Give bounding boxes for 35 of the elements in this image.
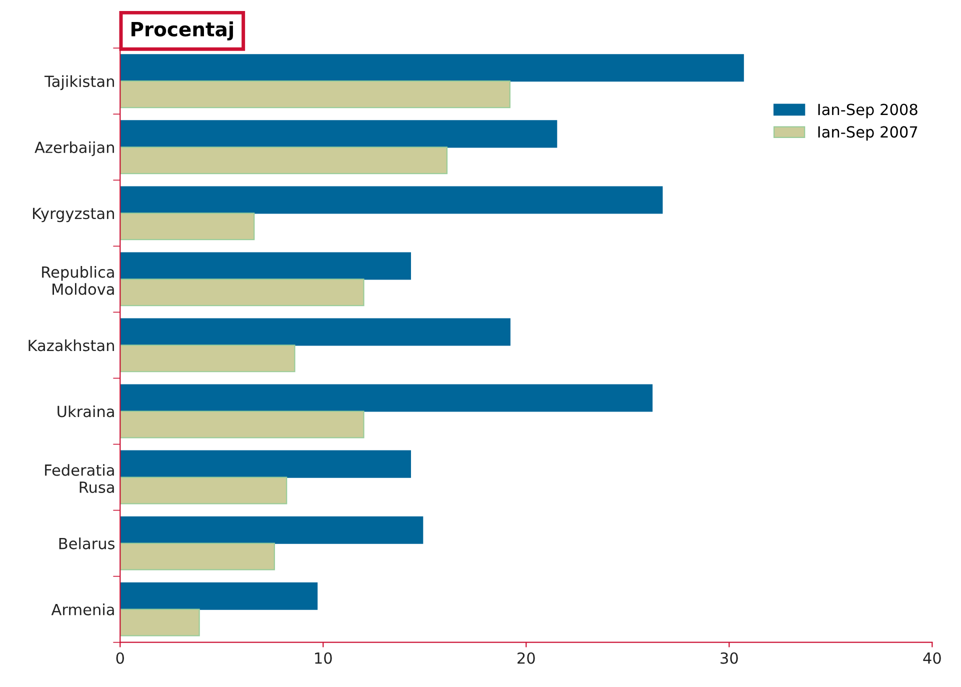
bar: [120, 186, 663, 214]
bar: [120, 318, 510, 346]
x-tick-label: 10: [315, 652, 332, 664]
bar: [120, 608, 200, 636]
x-tick-label: 40: [923, 652, 941, 664]
bar: [120, 582, 318, 610]
y-tick-label: Belarus: [59, 538, 115, 550]
bar: [120, 476, 288, 504]
chart-title: Procentaj: [132, 21, 233, 40]
y-tick-label: Federatia Rusa: [45, 464, 114, 494]
y-tick-label: Armenia: [51, 604, 114, 616]
y-tick-label: Kazakhstan: [28, 339, 114, 352]
y-tick-label: Ukraina: [58, 405, 114, 418]
y-tick-label: Azerbaijan: [34, 141, 114, 156]
bar: [120, 80, 510, 108]
y-tick-label: Tajikistan: [44, 75, 114, 90]
y-tick-label: Kyrgyzstan: [33, 208, 114, 222]
y-tick-label: Republica Moldova: [42, 266, 114, 295]
bar: [120, 120, 558, 148]
bar: [120, 516, 424, 544]
bar: [120, 344, 296, 372]
bar: [120, 146, 448, 174]
bar: [120, 252, 411, 280]
bar: [120, 384, 653, 412]
bar: [120, 450, 411, 478]
bar: [120, 278, 364, 306]
bar: [120, 542, 275, 570]
legend-label: Ian-Sep 2007: [818, 126, 918, 141]
bar: [120, 212, 255, 240]
x-tick-label: 20: [518, 652, 535, 664]
bar: [120, 410, 364, 438]
x-tick-label: 30: [720, 652, 738, 664]
x-tick-label: 0: [116, 652, 124, 664]
bar: [120, 54, 744, 82]
legend-label: Ian-Sep 2008: [818, 104, 918, 118]
